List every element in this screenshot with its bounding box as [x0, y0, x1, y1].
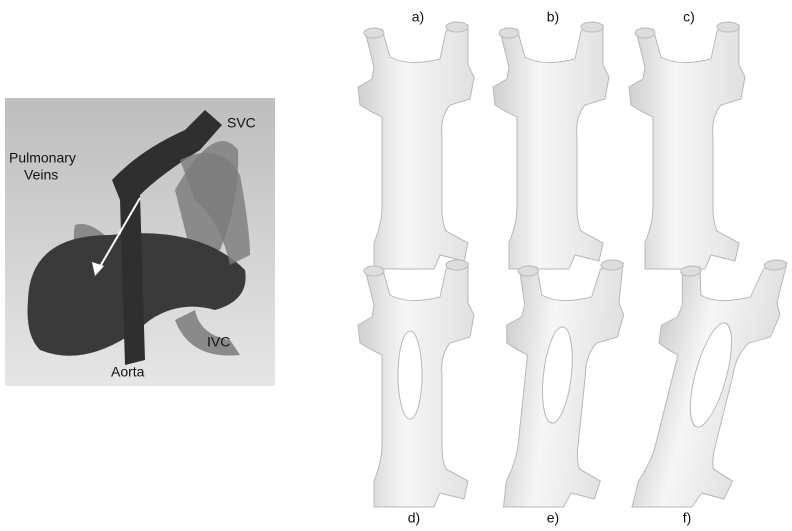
model-d [358, 260, 474, 507]
svc-label: SVC [227, 115, 256, 131]
model-b [493, 22, 609, 269]
model-a [358, 22, 474, 269]
panel-label: e) [547, 510, 559, 526]
panel-label: f) [683, 510, 692, 526]
model-c [629, 22, 745, 269]
panel-label: c) [683, 9, 695, 25]
aorta-label: Aorta [111, 364, 145, 380]
ivc-label: IVC [207, 334, 230, 350]
model-f [616, 260, 792, 507]
pulmonary-label: Veins [24, 167, 58, 183]
panel-label: b) [547, 9, 559, 25]
panel-label: a) [412, 9, 424, 25]
figure: SVC Pulmonary Veins IVC Aorta a) b) c) d… [0, 0, 792, 531]
pulmonary-label: Pulmonary [9, 150, 76, 166]
model-e [488, 260, 630, 507]
panel-label: d) [408, 510, 420, 526]
